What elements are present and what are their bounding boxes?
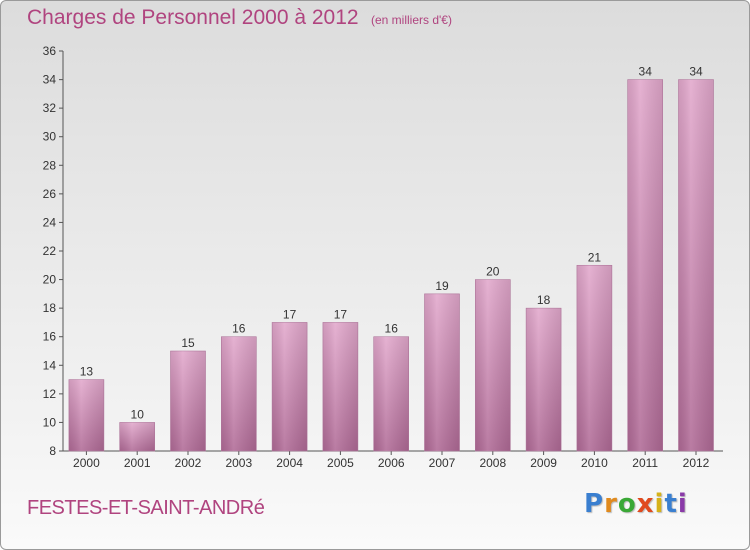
value-label: 17 — [283, 307, 297, 321]
x-tick-label: 2006 — [378, 456, 405, 470]
place-name: FESTES-ET-SAINT-ANDRé — [27, 497, 265, 519]
x-tick-label: 2009 — [530, 456, 557, 470]
bar-shade-2001 — [119, 422, 155, 451]
x-tick-label: 2012 — [683, 456, 710, 470]
y-tick-label: 32 — [43, 101, 57, 115]
logo-letter: P — [584, 489, 605, 519]
value-label: 34 — [639, 65, 653, 79]
value-label: 18 — [537, 293, 551, 307]
x-tick-label: 2007 — [429, 456, 456, 470]
value-label: 13 — [80, 365, 94, 379]
bar-shade-2009 — [526, 308, 562, 451]
y-tick-label: 36 — [43, 44, 57, 58]
bar-shade-2010 — [576, 265, 612, 451]
bars — [68, 79, 714, 452]
y-tick-label: 12 — [43, 387, 57, 401]
y-tick-label: 28 — [43, 158, 57, 172]
logo-letter: o — [617, 489, 637, 519]
y-tick-label: 16 — [43, 330, 57, 344]
bar-shade-2006 — [373, 336, 409, 451]
x-tick-label: 2000 — [73, 456, 100, 470]
value-label: 16 — [385, 322, 399, 336]
y-tick-label: 34 — [43, 73, 57, 87]
y-tick-label: 14 — [43, 358, 57, 372]
value-label: 10 — [131, 407, 145, 421]
value-label: 21 — [588, 250, 602, 264]
bar-shade-2007 — [424, 293, 460, 451]
bar-shade-2011 — [627, 79, 663, 452]
x-tick-label: 2008 — [479, 456, 506, 470]
x-tick-label: 2005 — [327, 456, 354, 470]
value-label: 34 — [689, 65, 703, 79]
value-label: 17 — [334, 307, 348, 321]
bar-shade-2000 — [68, 379, 104, 451]
value-label: 15 — [181, 336, 195, 350]
proxiti-logo: Proxiti — [584, 489, 688, 519]
logo-letter: x — [636, 489, 655, 519]
chart-subtitle: (en milliers d'€) — [371, 13, 452, 27]
bar-shade-2004 — [272, 322, 308, 451]
x-tick-label: 2003 — [225, 456, 252, 470]
value-label: 19 — [435, 279, 449, 293]
y-tick-label: 8 — [49, 444, 56, 458]
x-tick-label: 2002 — [175, 456, 202, 470]
value-labels: 13 10 15 16 17 17 16 19 20 18 21 34 34 — [80, 65, 703, 422]
x-tick-label: 2011 — [632, 456, 658, 470]
logo-letter: r — [604, 489, 618, 519]
logo-letter: t — [664, 489, 678, 519]
bar-shade-2002 — [170, 351, 206, 451]
y-tick-label: 26 — [43, 187, 57, 201]
y-tick-label: 30 — [43, 130, 57, 144]
x-tick-label: 2001 — [124, 456, 151, 470]
y-tick-label: 22 — [43, 244, 57, 258]
y-tick-label: 10 — [43, 415, 57, 429]
y-tick-label: 20 — [43, 273, 57, 287]
bar-shade-2003 — [221, 336, 257, 451]
chart-title: Charges de Personnel 2000 à 2012 — [27, 6, 359, 29]
y-tick-label: 24 — [43, 215, 57, 229]
y-tick-label: 18 — [43, 301, 57, 315]
logo-letter: i — [654, 489, 665, 519]
x-tick-label: 2010 — [581, 456, 608, 470]
value-label: 16 — [232, 322, 246, 336]
bar-shade-2012 — [678, 79, 714, 452]
bar-shade-2005 — [322, 322, 358, 451]
value-label: 20 — [486, 265, 500, 279]
bar-shade-2008 — [475, 279, 511, 451]
x-tick-label: 2004 — [276, 456, 303, 470]
logo-letter: i — [677, 489, 688, 519]
